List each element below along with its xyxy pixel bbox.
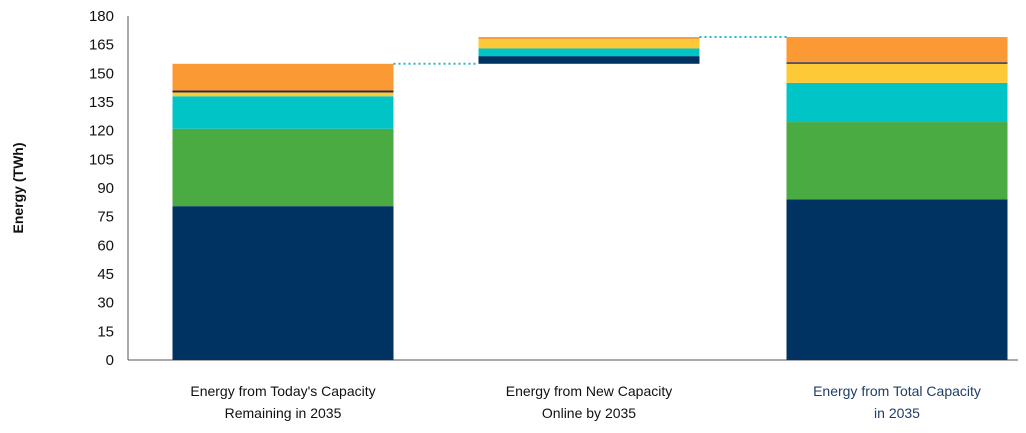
- bar-segment: [172, 92, 394, 97]
- bar-segment: [786, 82, 1008, 123]
- labels-layer: Energy from Today's Capacity Remaining in…: [190, 383, 981, 421]
- y-tick-label: 0: [106, 352, 114, 369]
- bar-segment: [172, 128, 394, 207]
- bar-segment: [786, 37, 1008, 63]
- category-label: Energy from Total Capacity in 2035: [813, 383, 981, 421]
- bar-segment: [478, 48, 700, 57]
- x-tick-label: Online by 2035: [542, 405, 636, 421]
- bar-segment: [172, 63, 394, 91]
- bar-segment: [172, 206, 394, 360]
- bar-segment: [786, 199, 1008, 360]
- y-tick-label: 90: [97, 180, 114, 197]
- y-tick-label: 60: [97, 237, 114, 254]
- y-tick-label: 135: [89, 94, 114, 111]
- y-tick-label: 180: [89, 8, 114, 25]
- y-tick-label: 75: [97, 209, 114, 226]
- x-tick-label: Remaining in 2035: [225, 405, 342, 421]
- y-tick-label: 150: [89, 65, 114, 82]
- y-tick-label: 165: [89, 37, 114, 54]
- bar-segment: [478, 37, 700, 39]
- x-tick-label: in 2035: [874, 405, 920, 421]
- y-tick-label: 120: [89, 123, 114, 140]
- bar-segment: [172, 96, 394, 129]
- y-tick-label: 105: [89, 151, 114, 168]
- bar-segment: [786, 62, 1008, 64]
- bar-segment: [786, 122, 1008, 200]
- y-tick-label: 45: [97, 266, 114, 283]
- connectors-layer: [393, 36, 787, 65]
- bars-layer: [172, 37, 1008, 360]
- x-tick-label: Energy from New Capacity: [506, 383, 673, 399]
- bar-segment: [478, 56, 700, 64]
- axes-layer: 0 15 30 45 60 75 90 105 120 135 150 165 180 Energy (T…: [10, 8, 1018, 369]
- y-tick-label: 30: [97, 295, 114, 312]
- bar-segment: [478, 38, 700, 49]
- x-tick-label: Energy from Total Capacity: [813, 383, 981, 399]
- category-label: Energy from New Capacity Online by 2035: [506, 383, 673, 421]
- y-tick-label: 15: [97, 323, 114, 340]
- y-axis-title: Energy (TWh): [10, 143, 26, 234]
- x-tick-label: Energy from Today's Capacity: [190, 383, 375, 399]
- category-label: Energy from Today's Capacity Remaining in…: [190, 383, 375, 421]
- bar-segment: [786, 63, 1008, 83]
- bar-segment: [172, 90, 394, 93]
